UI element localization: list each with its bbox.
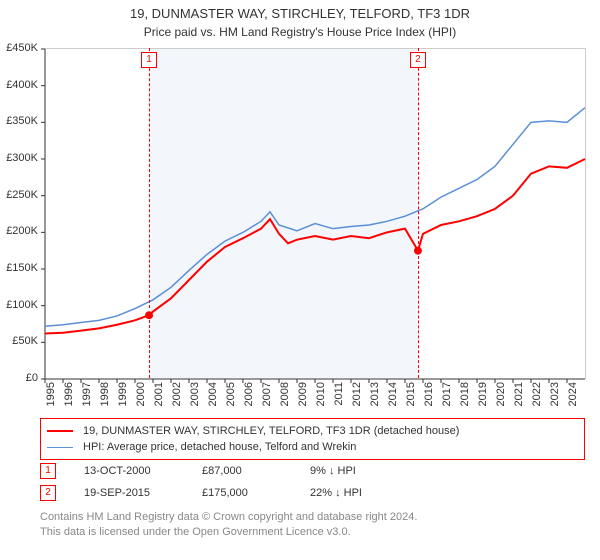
y-tick-label: £0 xyxy=(26,372,38,384)
title-block: 19, DUNMASTER WAY, STIRCHLEY, TELFORD, T… xyxy=(0,0,600,39)
x-tick-label: 2003 xyxy=(189,382,201,406)
x-tick-label: 2005 xyxy=(225,382,237,406)
event-price: £87,000 xyxy=(202,460,282,482)
x-tick-label: 2023 xyxy=(549,382,561,406)
legend-label: HPI: Average price, detached house, Telf… xyxy=(83,439,356,455)
x-tick-label: 2021 xyxy=(513,382,525,406)
x-tick-label: 2002 xyxy=(171,382,183,406)
event-row: 1 13-OCT-2000 £87,000 9% ↓ HPI xyxy=(40,460,585,482)
marker-line xyxy=(149,48,150,308)
x-tick-label: 2007 xyxy=(261,382,273,406)
marker-line xyxy=(418,48,419,244)
event-date: 19-SEP-2015 xyxy=(84,482,174,504)
sale-point-2 xyxy=(414,247,422,255)
x-tick-label: 1996 xyxy=(63,382,75,406)
event-diff: 22% ↓ HPI xyxy=(310,482,430,504)
x-tick-label: 2022 xyxy=(531,382,543,406)
legend-swatch xyxy=(47,447,73,448)
x-tick-label: 1997 xyxy=(81,382,93,406)
event-price: £175,000 xyxy=(202,482,282,504)
legend: 19, DUNMASTER WAY, STIRCHLEY, TELFORD, T… xyxy=(40,418,585,460)
x-tick-label: 2018 xyxy=(459,382,471,406)
line-chart xyxy=(45,48,586,379)
event-date: 13-OCT-2000 xyxy=(84,460,174,482)
x-tick-label: 2016 xyxy=(423,382,435,406)
legend-item: HPI: Average price, detached house, Telf… xyxy=(47,439,578,455)
x-tick-label: 2024 xyxy=(567,382,579,406)
legend-label: 19, DUNMASTER WAY, STIRCHLEY, TELFORD, T… xyxy=(83,423,459,439)
y-axis: £0£50K£100K£150K£200K£250K£300K£350K£400… xyxy=(0,48,42,378)
y-tick-label: £50K xyxy=(12,335,38,347)
x-tick-label: 2004 xyxy=(207,382,219,406)
event-marker-1: 1 xyxy=(40,463,56,479)
x-tick-label: 2011 xyxy=(333,382,345,406)
x-tick-label: 2013 xyxy=(369,382,381,406)
event-row: 2 19-SEP-2015 £175,000 22% ↓ HPI xyxy=(40,482,585,504)
chart-area: 12 xyxy=(45,48,585,378)
y-tick-label: £100K xyxy=(6,299,38,311)
y-tick-label: £300K xyxy=(6,152,38,164)
x-axis: 1995 1996 1997 1998 1999 2000 2001 2002 2003 2004… xyxy=(45,380,585,420)
marker-badge-1: 1 xyxy=(141,52,157,68)
x-tick-label: 2010 xyxy=(315,382,327,406)
chart-subtitle: Price paid vs. HM Land Registry's House … xyxy=(0,25,600,39)
x-tick-label: 2001 xyxy=(153,382,165,406)
attribution-line-2: This data is licensed under the Open Gov… xyxy=(40,525,585,540)
series-hpi xyxy=(45,108,585,327)
legend-swatch xyxy=(47,430,73,432)
x-tick-label: 1995 xyxy=(45,382,57,406)
data-attribution: Contains HM Land Registry data © Crown c… xyxy=(40,510,585,540)
x-tick-label: 1999 xyxy=(117,382,129,406)
event-marker-2: 2 xyxy=(40,485,56,501)
sale-point-1 xyxy=(145,311,153,319)
marker-line xyxy=(149,320,150,378)
y-tick-label: £250K xyxy=(6,189,38,201)
marker-badge-2: 2 xyxy=(410,52,426,68)
x-tick-label: 2015 xyxy=(405,382,417,406)
legend-item: 19, DUNMASTER WAY, STIRCHLEY, TELFORD, T… xyxy=(47,423,578,439)
x-tick-label: 2000 xyxy=(135,382,147,406)
x-tick-label: 2020 xyxy=(495,382,507,406)
attribution-line-1: Contains HM Land Registry data © Crown c… xyxy=(40,510,585,525)
y-tick-label: £400K xyxy=(6,79,38,91)
x-tick-label: 2006 xyxy=(243,382,255,406)
x-tick-label: 1998 xyxy=(99,382,111,406)
x-tick-label: 2008 xyxy=(279,382,291,406)
x-tick-label: 2017 xyxy=(441,382,453,406)
chart-title: 19, DUNMASTER WAY, STIRCHLEY, TELFORD, T… xyxy=(0,6,600,21)
y-tick-label: £150K xyxy=(6,262,38,274)
series-price_paid xyxy=(45,159,585,334)
y-tick-label: £200K xyxy=(6,225,38,237)
event-diff: 9% ↓ HPI xyxy=(310,460,430,482)
x-tick-label: 2009 xyxy=(297,382,309,406)
x-tick-label: 2014 xyxy=(387,382,399,406)
event-list: 1 13-OCT-2000 £87,000 9% ↓ HPI 2 19-SEP-2015 £… xyxy=(40,460,585,504)
marker-line xyxy=(418,256,419,378)
x-tick-label: 2019 xyxy=(477,382,489,406)
y-tick-label: £350K xyxy=(6,115,38,127)
y-tick-label: £450K xyxy=(6,42,38,54)
x-tick-label: 2012 xyxy=(351,382,363,406)
